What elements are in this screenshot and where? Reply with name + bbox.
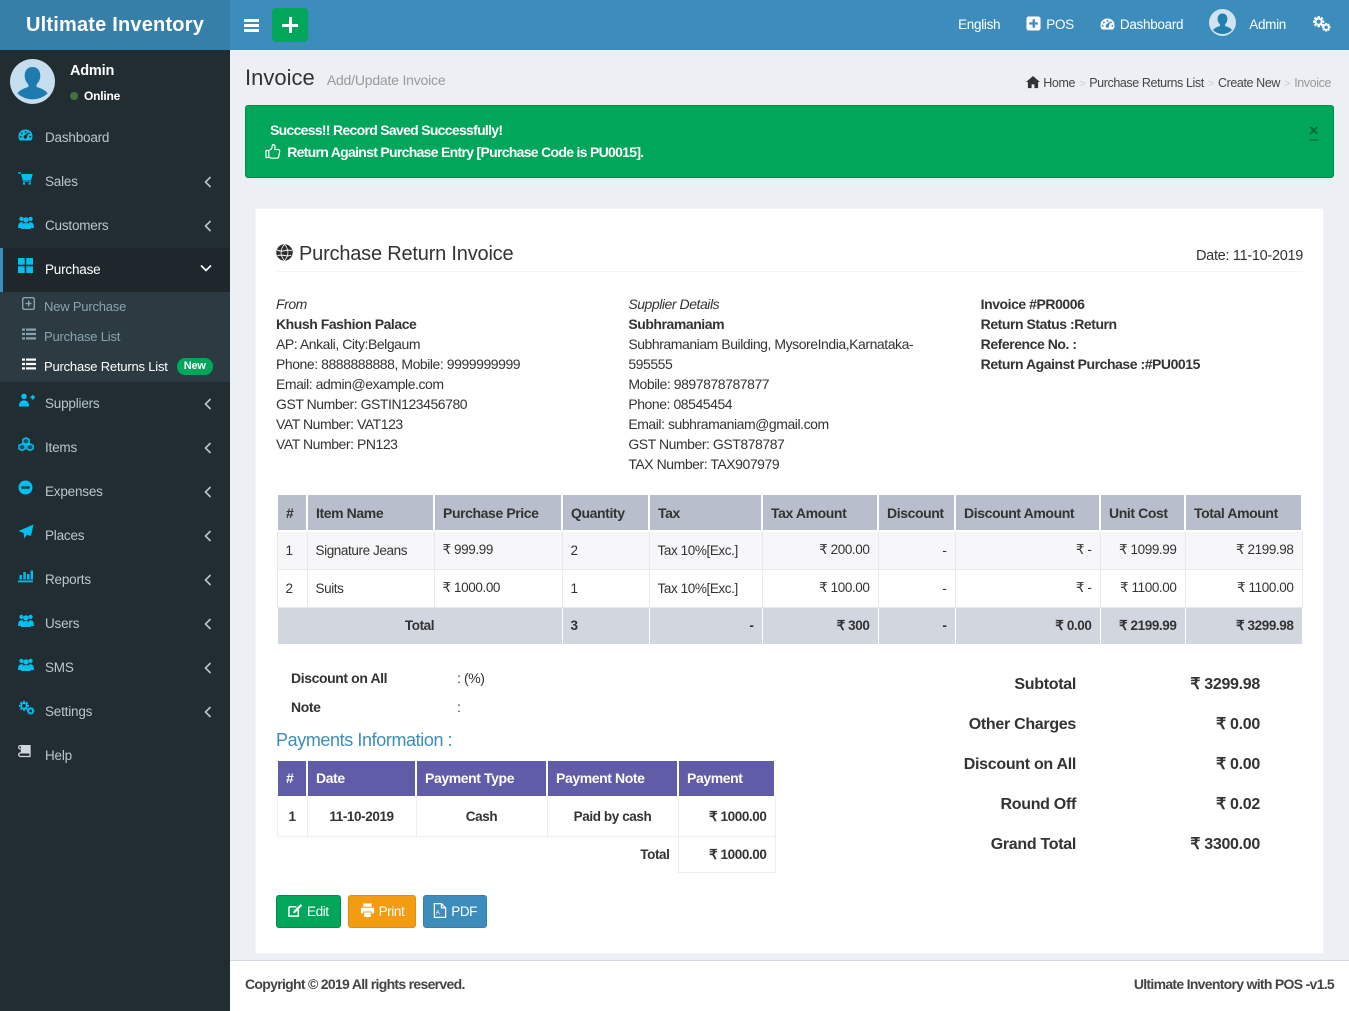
svg-text:A: A: [436, 910, 441, 917]
